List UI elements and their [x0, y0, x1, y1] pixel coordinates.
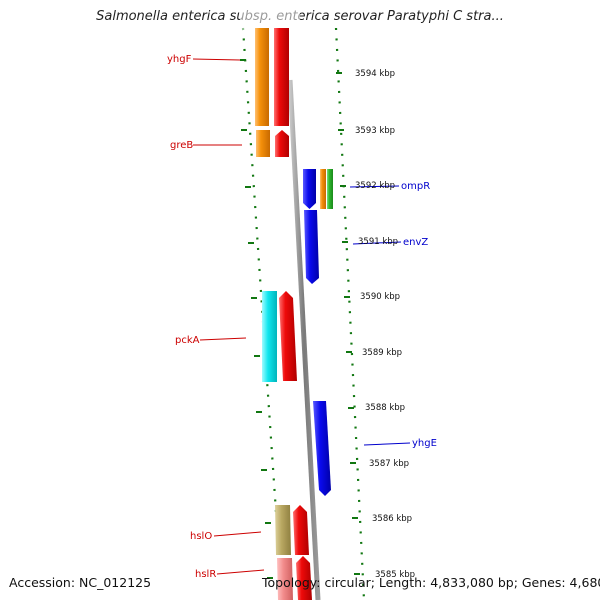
gene-block-cyan-1[interactable] — [262, 291, 277, 382]
gene-block-blue-3[interactable] — [313, 401, 331, 496]
tick-label-3589kbp: 3589 kbp — [362, 348, 402, 358]
gene-block-orange-2[interactable] — [256, 130, 270, 157]
tick-label-3585kbp: 3585 kbp — [375, 570, 415, 580]
outer-dotted-border-left — [241, 27, 284, 600]
gene-block-red-1[interactable] — [274, 28, 289, 126]
right-tick-marks — [336, 72, 360, 575]
tick-label-3587kbp: 3587 kbp — [369, 459, 409, 469]
gene-label-envZ[interactable]: envZ — [403, 237, 428, 248]
tick-label-3591kbp: 3591 kbp — [358, 237, 398, 247]
gene-label-greB[interactable]: greB — [170, 140, 193, 151]
tick-label-3586kbp: 3586 kbp — [372, 514, 412, 524]
tick-label-3592kbp: 3592 kbp — [355, 181, 395, 191]
gene-block-red-4[interactable] — [293, 505, 309, 555]
tick-label-3588kbp: 3588 kbp — [365, 403, 405, 413]
gene-block-blue-1[interactable] — [303, 169, 316, 209]
gene-block-pink-1[interactable] — [277, 558, 293, 600]
gene-block-red-3[interactable] — [279, 291, 297, 381]
outer-dotted-border-right — [334, 27, 366, 600]
topology-text: Topology: circular; Length: 4,833,080 bp… — [262, 575, 600, 590]
gene-block-blue-2[interactable] — [304, 210, 319, 284]
faded-region-top — [240, 0, 300, 30]
gene-block-green-1[interactable] — [327, 169, 333, 209]
tick-label-3594kbp: 3594 kbp — [355, 69, 395, 79]
gene-label-pckA[interactable]: pckA — [175, 335, 200, 346]
gene-block-orange-1[interactable] — [255, 28, 269, 126]
left-leader-lines — [192, 58, 265, 575]
tick-label-3590kbp: 3590 kbp — [360, 292, 400, 302]
gene-label-hslR[interactable]: hslR — [195, 569, 216, 580]
gene-label-yhgF[interactable]: yhgF — [167, 54, 192, 65]
tick-label-3593kbp: 3593 kbp — [355, 126, 395, 136]
backbone-line — [287, 79, 321, 600]
right-leader-lines — [349, 185, 411, 446]
accession-text: Accession: NC_012125 — [9, 575, 152, 590]
gene-label-hslO[interactable]: hslO — [190, 531, 212, 542]
gene-block-red-5[interactable] — [296, 556, 312, 600]
gene-block-orange-3[interactable] — [320, 169, 326, 209]
gene-block-red-2[interactable] — [275, 130, 289, 157]
gene-label-yhgE[interactable]: yhgE — [412, 438, 437, 449]
gene-label-ompR[interactable]: ompR — [401, 181, 430, 192]
left-tick-marks — [240, 59, 273, 579]
gene-block-khaki-1[interactable] — [275, 505, 291, 555]
